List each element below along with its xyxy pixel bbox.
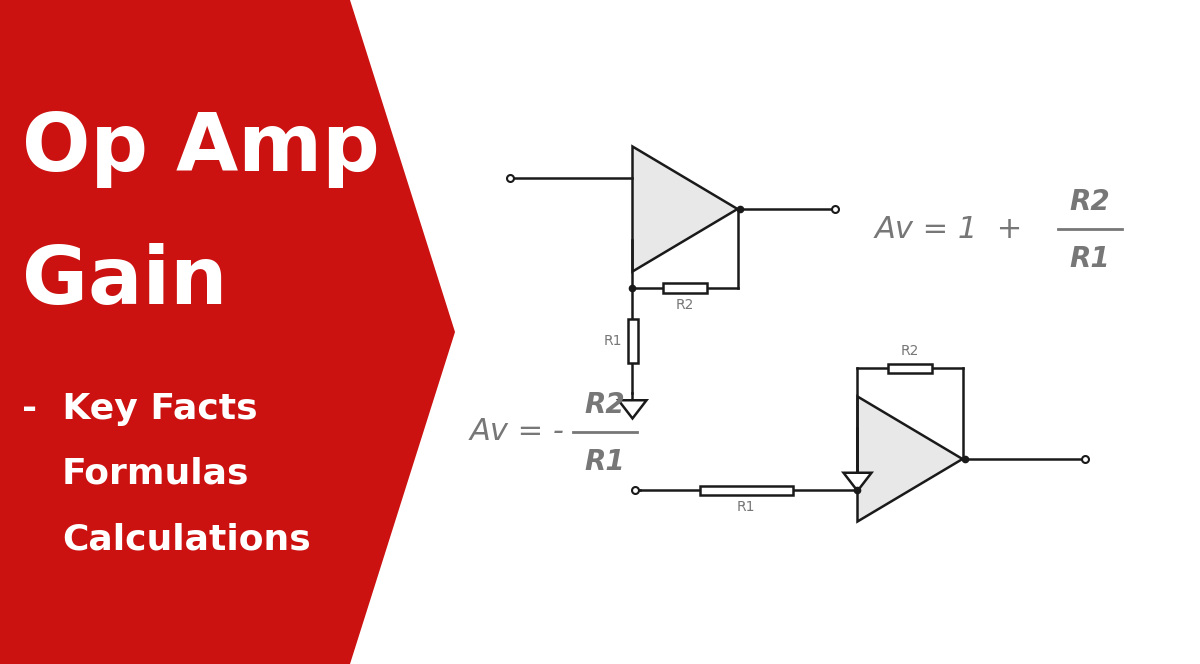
Text: R1: R1 — [1069, 245, 1110, 273]
Text: Av = -: Av = - — [470, 418, 575, 446]
Text: R1: R1 — [604, 334, 622, 348]
Polygon shape — [618, 400, 647, 418]
Text: -  Key Facts: - Key Facts — [22, 392, 258, 426]
Polygon shape — [858, 396, 962, 521]
Text: R1: R1 — [584, 448, 625, 476]
Text: Av = 1  +: Av = 1 + — [875, 214, 1033, 244]
Bar — [888, 364, 932, 373]
Text: R2: R2 — [901, 345, 919, 359]
Text: Formulas: Formulas — [62, 457, 250, 491]
Bar — [700, 485, 793, 495]
Text: R2: R2 — [1069, 188, 1110, 216]
Text: R1: R1 — [737, 500, 756, 514]
Text: Op Amp: Op Amp — [22, 110, 379, 188]
Text: Gain: Gain — [22, 243, 227, 321]
Polygon shape — [0, 0, 455, 664]
Polygon shape — [844, 473, 871, 491]
Text: R2: R2 — [584, 391, 625, 419]
Text: Calculations: Calculations — [62, 522, 311, 556]
Bar — [628, 319, 637, 363]
Text: R2: R2 — [676, 298, 694, 312]
Polygon shape — [632, 147, 738, 272]
Bar — [662, 284, 707, 293]
